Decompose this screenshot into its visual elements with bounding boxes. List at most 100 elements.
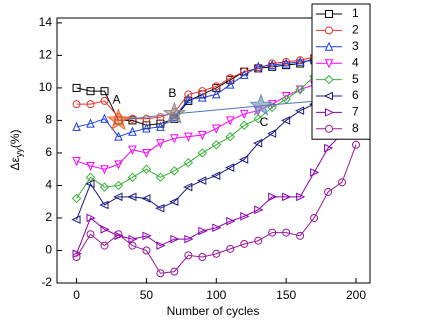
marker xyxy=(212,124,221,134)
marker xyxy=(127,172,138,183)
marker xyxy=(141,164,152,174)
marker xyxy=(239,120,249,131)
y-label-symbol: Δε xyxy=(8,157,22,171)
marker xyxy=(197,148,208,158)
legend-label: 2 xyxy=(352,23,359,37)
y-tick-label: 14 xyxy=(39,15,53,29)
marker xyxy=(72,157,81,167)
marker xyxy=(212,89,221,99)
annotation-label: B xyxy=(168,86,176,100)
x-tick-label: 50 xyxy=(140,288,154,302)
marker xyxy=(295,84,305,95)
marker xyxy=(338,178,347,187)
marker xyxy=(198,226,208,236)
marker xyxy=(128,126,137,136)
marker xyxy=(253,61,263,71)
marker xyxy=(268,192,278,202)
marker xyxy=(128,234,138,244)
marker xyxy=(282,228,291,237)
annotation-label: A xyxy=(112,93,120,107)
marker xyxy=(100,225,110,234)
series-line xyxy=(76,62,357,170)
marker xyxy=(325,10,333,18)
x-axis-label: Number of cycles xyxy=(167,304,260,318)
marker xyxy=(211,140,222,150)
marker xyxy=(254,205,264,215)
marker xyxy=(156,113,165,122)
marker xyxy=(100,87,109,96)
marker xyxy=(156,269,165,278)
marker xyxy=(324,59,334,69)
marker xyxy=(156,121,165,131)
x-tick-label: 150 xyxy=(276,288,296,302)
marker xyxy=(142,114,151,123)
x-tick-label: 0 xyxy=(73,288,80,302)
marker xyxy=(280,116,291,125)
marker xyxy=(325,124,333,133)
marker xyxy=(155,172,166,183)
marker xyxy=(141,194,151,203)
marker xyxy=(128,241,137,250)
marker xyxy=(113,180,124,191)
series-line xyxy=(76,42,357,220)
marker xyxy=(99,200,109,210)
marker xyxy=(100,165,109,175)
marker xyxy=(184,234,194,244)
marker xyxy=(86,118,95,128)
marker xyxy=(212,249,221,258)
marker xyxy=(99,182,110,192)
annotation-star xyxy=(162,101,187,125)
marker xyxy=(128,145,137,155)
x-tick-label: 200 xyxy=(346,288,366,302)
marker xyxy=(184,251,193,260)
y-axis-label: Δεyy(%) xyxy=(8,129,24,170)
marker xyxy=(86,87,95,96)
marker xyxy=(198,131,207,141)
marker xyxy=(226,216,236,226)
marker xyxy=(239,109,249,120)
marker xyxy=(324,41,334,51)
series-line xyxy=(76,95,357,254)
marker xyxy=(142,246,151,255)
marker xyxy=(170,134,179,144)
marker xyxy=(324,187,333,196)
marker xyxy=(72,121,81,131)
marker xyxy=(239,69,249,79)
legend-label: 3 xyxy=(352,39,359,53)
legend-label: 4 xyxy=(352,55,359,69)
marker xyxy=(225,79,235,89)
marker xyxy=(169,197,179,206)
marker xyxy=(156,139,165,149)
marker xyxy=(86,100,95,109)
marker xyxy=(281,92,291,102)
x-tick-label: 100 xyxy=(206,288,226,302)
marker xyxy=(268,228,277,237)
marker xyxy=(253,114,263,124)
marker xyxy=(71,193,82,204)
marker xyxy=(170,234,180,244)
marker xyxy=(226,244,235,253)
marker xyxy=(142,148,151,159)
marker xyxy=(71,215,81,224)
marker xyxy=(296,231,305,240)
marker xyxy=(254,236,263,245)
marker xyxy=(296,192,306,202)
y-tick-label: 4 xyxy=(45,178,52,192)
marker xyxy=(184,94,193,104)
marker xyxy=(86,213,96,223)
marker xyxy=(184,132,193,142)
marker xyxy=(183,182,193,192)
marker xyxy=(310,213,319,222)
marker xyxy=(169,166,180,176)
marker xyxy=(72,249,82,259)
marker xyxy=(225,131,235,142)
marker xyxy=(183,157,194,168)
marker xyxy=(240,239,249,248)
marker xyxy=(114,131,123,141)
marker xyxy=(155,203,165,213)
marker xyxy=(86,161,95,172)
marker xyxy=(325,26,333,35)
marker xyxy=(170,267,179,276)
annotation-star xyxy=(106,107,131,131)
